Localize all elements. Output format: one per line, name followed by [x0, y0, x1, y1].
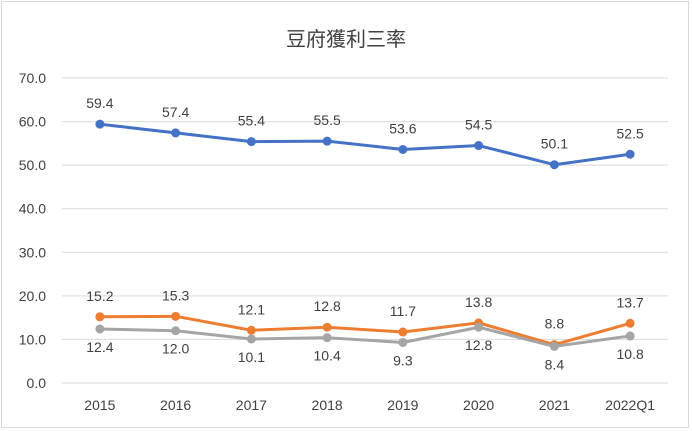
data-label: 12.4 — [86, 339, 113, 355]
data-point — [322, 136, 332, 146]
y-tick-label: 40.0 — [19, 201, 46, 217]
x-tick-label: 2018 — [312, 397, 343, 413]
data-label: 12.0 — [162, 341, 189, 357]
data-label: 8.8 — [545, 316, 565, 332]
series-line — [98, 325, 632, 348]
data-point — [474, 141, 484, 151]
data-label: 9.3 — [393, 352, 413, 368]
data-label: 11.7 — [390, 303, 416, 319]
data-point — [398, 327, 408, 337]
data-label: 13.7 — [617, 294, 644, 310]
data-label: 12.8 — [465, 337, 492, 353]
y-axis-ticks: 0.0 10.0 20.0 30.0 40.0 50.0 60.0 70.0 — [19, 70, 46, 391]
data-label: 59.4 — [86, 95, 113, 111]
data-point — [625, 149, 635, 159]
data-label: 55.4 — [238, 113, 265, 129]
data-label: 12.1 — [238, 301, 265, 317]
data-point — [171, 128, 181, 138]
data-point — [95, 312, 105, 322]
data-label: 52.5 — [617, 125, 644, 141]
data-label: 57.4 — [162, 104, 189, 120]
y-tick-label: 10.0 — [19, 331, 46, 347]
data-label: 10.1 — [238, 349, 265, 365]
gridlines — [62, 77, 668, 384]
y-tick-label: 0.0 — [27, 375, 47, 391]
data-point — [246, 334, 256, 344]
data-point — [322, 322, 332, 332]
x-tick-label: 2015 — [84, 397, 115, 413]
data-label: 50.1 — [541, 136, 568, 152]
data-point — [398, 144, 408, 154]
x-axis-ticks: 2015 2016 2017 2018 2019 2020 2021 2022Q1 — [84, 397, 655, 413]
y-tick-label: 20.0 — [19, 288, 46, 304]
data-point — [171, 326, 181, 336]
data-point — [246, 137, 256, 147]
chart-title: 豆府獲利三率 — [286, 27, 406, 51]
data-point — [322, 333, 332, 343]
data-point — [549, 160, 559, 170]
y-tick-label: 50.0 — [19, 157, 46, 173]
data-point — [95, 119, 105, 129]
data-label: 8.4 — [545, 356, 565, 372]
data-label: 12.8 — [314, 298, 341, 314]
data-point — [398, 337, 408, 347]
data-point — [625, 331, 635, 341]
x-tick-label: 2016 — [160, 397, 191, 413]
data-label: 10.4 — [314, 348, 341, 364]
data-point — [625, 318, 635, 328]
data-labels: 59.4 57.4 55.4 55.5 53.6 54.5 50.1 52.5 15.2 15.3… — [86, 95, 644, 372]
x-tick-label: 2017 — [236, 397, 267, 413]
y-tick-label: 30.0 — [19, 244, 46, 260]
series-3 — [95, 322, 635, 351]
data-point — [474, 322, 484, 332]
series-line — [98, 314, 632, 347]
x-tick-label: 2022Q1 — [605, 397, 655, 413]
data-point — [95, 324, 105, 334]
y-tick-label: 60.0 — [19, 114, 46, 130]
series-lines — [95, 119, 635, 351]
x-tick-label: 2021 — [539, 397, 570, 413]
x-tick-label: 2020 — [463, 397, 494, 413]
data-point — [171, 311, 181, 321]
series-1 — [95, 119, 635, 170]
data-label: 15.2 — [86, 288, 113, 304]
x-tick-label: 2019 — [387, 397, 418, 413]
data-label: 13.8 — [465, 294, 492, 310]
data-point — [246, 325, 256, 335]
data-label: 10.8 — [617, 346, 644, 362]
data-label: 15.3 — [162, 287, 189, 303]
data-label: 53.6 — [389, 120, 416, 136]
data-point — [549, 341, 559, 351]
y-tick-label: 70.0 — [19, 70, 46, 86]
series-line — [98, 122, 632, 167]
data-label: 54.5 — [465, 117, 492, 133]
data-label: 55.5 — [314, 112, 341, 128]
